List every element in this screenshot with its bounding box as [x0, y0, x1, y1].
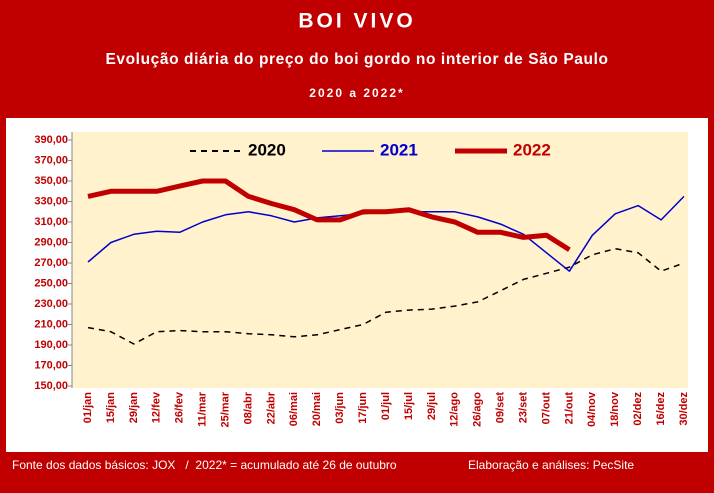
plot-area: [72, 132, 688, 388]
x-tick-label: 12/fev: [151, 391, 163, 423]
x-tick-label: 01/jan: [82, 392, 94, 423]
chart-subtitle: Evolução diária do preço do boi gordo no…: [105, 51, 608, 68]
x-tick-label: 06/mai: [288, 392, 300, 426]
y-tick-label: 190,00: [34, 339, 68, 351]
y-tick-label: 330,00: [34, 195, 68, 207]
x-tick-label: 21/out: [563, 392, 575, 425]
legend-label: 2022: [513, 140, 551, 159]
y-tick-label: 230,00: [34, 298, 68, 310]
x-tick-label: 29/jan: [128, 392, 140, 423]
y-tick-label: 170,00: [34, 359, 68, 371]
x-tick-label: 07/out: [540, 392, 552, 425]
x-tick-label: 12/ago: [449, 392, 461, 427]
y-tick-label: 310,00: [34, 216, 68, 228]
x-tick-label: 25/mar: [219, 391, 231, 427]
chart-title: BOI VIVO: [298, 10, 415, 33]
y-tick-label: 250,00: [34, 277, 68, 289]
y-tick-label: 210,00: [34, 318, 68, 330]
series-line: [87, 178, 571, 252]
x-tick-label: 17/jun: [357, 392, 369, 424]
x-tick-label: 04/nov: [586, 391, 598, 427]
legend-label: 2021: [380, 140, 418, 159]
x-tick-label: 22/abr: [265, 391, 277, 424]
credit-note: Elaboração e análises: PecSite: [468, 458, 634, 472]
y-tick-label: 350,00: [34, 175, 68, 187]
x-tick-label: 16/dez: [655, 392, 667, 426]
x-tick-label: 01/jul: [380, 392, 392, 420]
x-tick-label: 08/abr: [242, 391, 254, 424]
y-tick-label: 390,00: [34, 134, 68, 146]
x-tick-label: 09/set: [495, 392, 507, 424]
x-tick-label: 23/set: [517, 392, 529, 424]
y-tick-label: 290,00: [34, 236, 68, 248]
x-tick-label: 20/mai: [311, 392, 323, 426]
x-tick-label: 26/fev: [174, 391, 186, 423]
x-tick-label: 15/jul: [403, 392, 415, 420]
y-tick-label: 370,00: [34, 154, 68, 166]
legend-label: 2020: [248, 140, 286, 159]
series-line: [87, 247, 685, 345]
x-tick-label: 30/dez: [678, 392, 690, 426]
x-tick-label: 15/jan: [105, 392, 117, 423]
x-tick-label: 11/mar: [197, 391, 209, 427]
x-tick-label: 29/jul: [426, 392, 438, 420]
x-tick-label: 03/jun: [334, 392, 346, 424]
y-tick-label: 150,00: [34, 380, 68, 392]
x-tick-label: 26/ago: [472, 392, 484, 427]
y-tick-label: 270,00: [34, 257, 68, 269]
x-tick-label: 18/nov: [609, 391, 621, 427]
x-tick-label: 02/dez: [632, 392, 644, 426]
source-note: Fonte dos dados básicos: JOX / 2022* = a…: [12, 458, 397, 472]
chart-period: 2020 a 2022*: [309, 86, 404, 100]
